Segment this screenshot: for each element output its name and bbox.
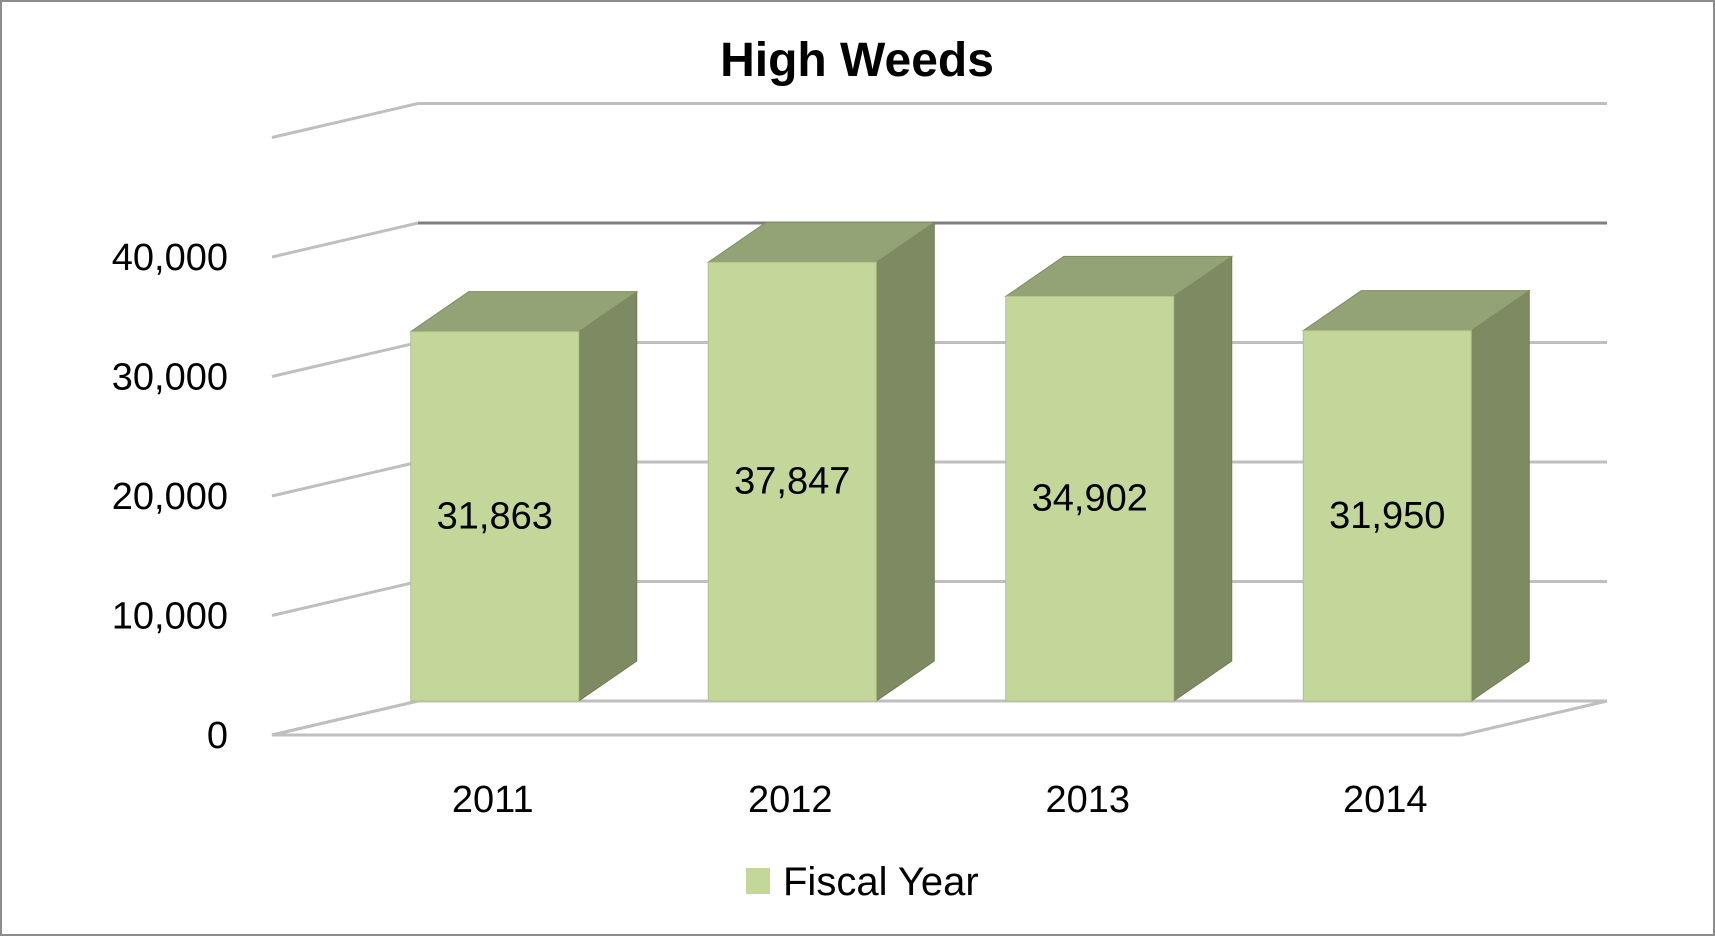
bar-front — [707, 261, 877, 702]
bar-2014: 31,950 — [1301, 289, 1531, 702]
legend-label: Fiscal Year — [783, 860, 979, 904]
y-tick-label: 10,000 — [112, 596, 228, 638]
bar-side — [1470, 289, 1530, 702]
bar-2013: 34,902 — [1004, 255, 1234, 702]
bar-front — [1302, 330, 1472, 702]
y-axis-tick-labels: 0 10,000 20,000 30,000 40,000 — [112, 237, 228, 757]
data-label: 37,847 — [734, 461, 850, 503]
x-axis-tick-labels: 2011 2012 2013 2014 — [452, 779, 1428, 821]
gridline-diagonal — [271, 341, 419, 378]
x-tick-label: 2011 — [452, 779, 534, 821]
gridline-diagonal — [271, 460, 419, 498]
y-tick-label: 30,000 — [112, 357, 228, 399]
gridline-diagonal — [271, 221, 419, 259]
y-tick-label: 0 — [207, 715, 228, 757]
bar-2011: 31,863 — [409, 290, 639, 702]
gridline-diagonal — [271, 102, 419, 139]
y-tick-label: 40,000 — [112, 237, 228, 279]
bar-front — [1005, 295, 1175, 702]
bar-side — [875, 221, 935, 702]
gridline-diagonal — [271, 580, 419, 617]
bar-side — [1173, 255, 1233, 702]
x-tick-label: 2012 — [748, 779, 833, 821]
bar-series: 31,863 37,847 34,902 31,950 — [409, 221, 1531, 702]
legend-swatch — [746, 868, 770, 894]
data-label: 34,902 — [1032, 478, 1148, 520]
y-tick-label: 20,000 — [112, 476, 228, 518]
bar-front — [410, 331, 580, 702]
bar-side — [578, 290, 638, 702]
data-label: 31,863 — [437, 495, 553, 537]
chart-floor — [271, 699, 1608, 737]
x-tick-label: 2013 — [1045, 779, 1130, 821]
legend: Fiscal Year — [746, 860, 979, 904]
chart-title: High Weeds — [720, 34, 994, 87]
x-tick-label: 2014 — [1343, 779, 1428, 821]
data-label: 31,950 — [1329, 495, 1445, 537]
bar-2012: 37,847 — [706, 221, 936, 702]
